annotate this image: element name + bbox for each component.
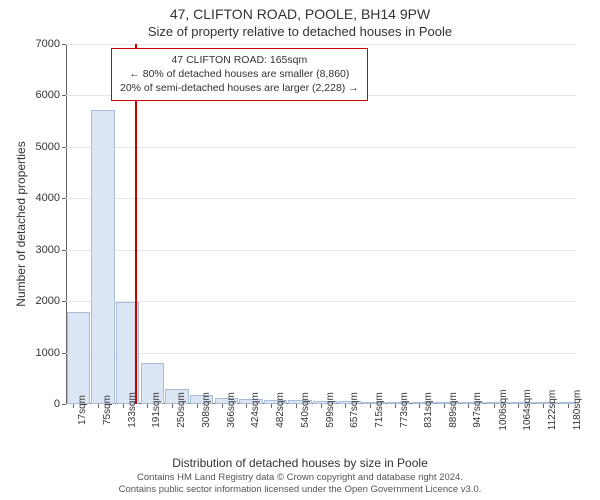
x-tick-mark — [197, 404, 198, 408]
x-tick-mark — [296, 404, 297, 408]
x-tick-mark — [543, 404, 544, 408]
x-tick-label: 831sqm — [423, 392, 434, 428]
x-tick-label: 308sqm — [201, 392, 212, 428]
y-axis-label: Number of detached properties — [14, 141, 28, 306]
x-tick-mark — [172, 404, 173, 408]
y-tick-label: 2000 — [36, 295, 60, 307]
x-tick-label: 424sqm — [250, 392, 261, 428]
x-tick-label: 17sqm — [77, 395, 88, 425]
y-tick-mark — [62, 404, 66, 405]
x-tick-mark — [222, 404, 223, 408]
y-tick-label: 4000 — [36, 192, 60, 204]
annotation-line-3: 20% of semi-detached houses are larger (… — [120, 81, 359, 95]
y-tick-mark — [62, 250, 66, 251]
x-tick-mark — [444, 404, 445, 408]
x-tick-mark — [321, 404, 322, 408]
y-tick-label: 7000 — [36, 38, 60, 50]
y-tick-label: 3000 — [36, 244, 60, 256]
histogram-bar — [67, 312, 90, 404]
x-tick-label: 366sqm — [226, 392, 237, 428]
y-tick-label: 5000 — [36, 141, 60, 153]
x-tick-label: 191sqm — [151, 392, 162, 428]
y-tick-mark — [62, 198, 66, 199]
footer-attribution: Contains HM Land Registry data © Crown c… — [0, 472, 600, 496]
x-tick-mark — [568, 404, 569, 408]
y-tick-mark — [62, 353, 66, 354]
y-tick-label: 1000 — [36, 347, 60, 359]
histogram-bar — [91, 110, 114, 404]
y-tick-mark — [62, 301, 66, 302]
chart-subtitle: Size of property relative to detached ho… — [0, 24, 600, 39]
x-tick-mark — [271, 404, 272, 408]
x-axis-label: Distribution of detached houses by size … — [0, 456, 600, 470]
y-tick-label: 0 — [54, 398, 60, 410]
x-tick-label: 75sqm — [102, 395, 113, 425]
y-tick-label: 6000 — [36, 89, 60, 101]
footer-line-1: Contains HM Land Registry data © Crown c… — [0, 472, 600, 484]
grid-line — [66, 353, 576, 354]
x-tick-mark — [518, 404, 519, 408]
grid-line — [66, 44, 576, 45]
x-tick-mark — [345, 404, 346, 408]
y-tick-mark — [62, 147, 66, 148]
x-tick-mark — [395, 404, 396, 408]
plot-area: 0100020003000400050006000700017sqm75sqm1… — [66, 44, 576, 404]
y-tick-mark — [62, 95, 66, 96]
x-tick-mark — [419, 404, 420, 408]
x-tick-mark — [73, 404, 74, 408]
annotation-line-2: ← 80% of detached houses are smaller (8,… — [120, 67, 359, 81]
x-tick-label: 947sqm — [472, 392, 483, 428]
x-tick-label: 715sqm — [374, 392, 385, 428]
chart-title: 47, CLIFTON ROAD, POOLE, BH14 9PW — [0, 6, 600, 22]
x-tick-label: 250sqm — [176, 392, 187, 428]
footer-line-2: Contains public sector information licen… — [0, 484, 600, 496]
x-tick-mark — [123, 404, 124, 408]
x-tick-label: 1122sqm — [547, 390, 558, 430]
x-tick-label: 1180sqm — [572, 390, 583, 430]
annotation-line-1: 47 CLIFTON ROAD: 165sqm — [120, 53, 359, 67]
grid-line — [66, 250, 576, 251]
grid-line — [66, 147, 576, 148]
y-tick-mark — [62, 44, 66, 45]
x-tick-label: 1006sqm — [498, 389, 509, 430]
x-tick-label: 1064sqm — [522, 389, 533, 430]
x-tick-label: 133sqm — [127, 392, 138, 428]
x-tick-label: 540sqm — [300, 392, 311, 428]
x-tick-mark — [468, 404, 469, 408]
x-tick-mark — [98, 404, 99, 408]
x-tick-label: 889sqm — [448, 392, 459, 428]
x-tick-label: 482sqm — [275, 392, 286, 428]
x-tick-mark — [370, 404, 371, 408]
chart-container: 47, CLIFTON ROAD, POOLE, BH14 9PW Size o… — [0, 0, 600, 500]
annotation-box: 47 CLIFTON ROAD: 165sqm← 80% of detached… — [111, 48, 368, 101]
x-tick-label: 773sqm — [399, 392, 410, 428]
grid-line — [66, 198, 576, 199]
x-tick-label: 657sqm — [349, 392, 360, 428]
x-tick-mark — [494, 404, 495, 408]
x-tick-mark — [147, 404, 148, 408]
x-tick-mark — [246, 404, 247, 408]
x-tick-label: 599sqm — [325, 392, 336, 428]
grid-line — [66, 301, 576, 302]
